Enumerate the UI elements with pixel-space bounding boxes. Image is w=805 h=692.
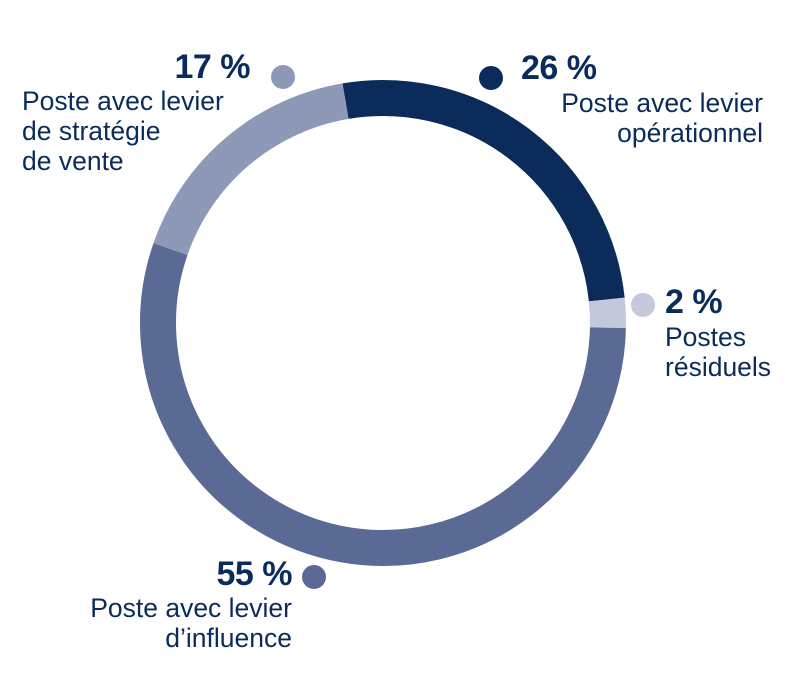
donut-segment [588,297,626,329]
legend-dot [631,293,655,317]
value-label: 17 % [174,48,251,86]
legend-dot [271,65,295,89]
donut-segment [342,80,625,302]
value-label: 55 % [216,555,293,593]
donut-segment [153,83,349,256]
category-label: Poste avec levier d’influence [90,593,292,653]
category-label: Postes résiduels [665,322,772,382]
legend-dot [479,66,503,90]
category-label: Poste avec levier de stratégie de vente [22,86,224,176]
value-label: 26 % [521,49,597,87]
value-label: 2 % [665,283,723,321]
category-label: Poste avec levier opérationnel [561,88,763,148]
legend-dot [302,565,326,589]
donut-segment [140,243,626,566]
